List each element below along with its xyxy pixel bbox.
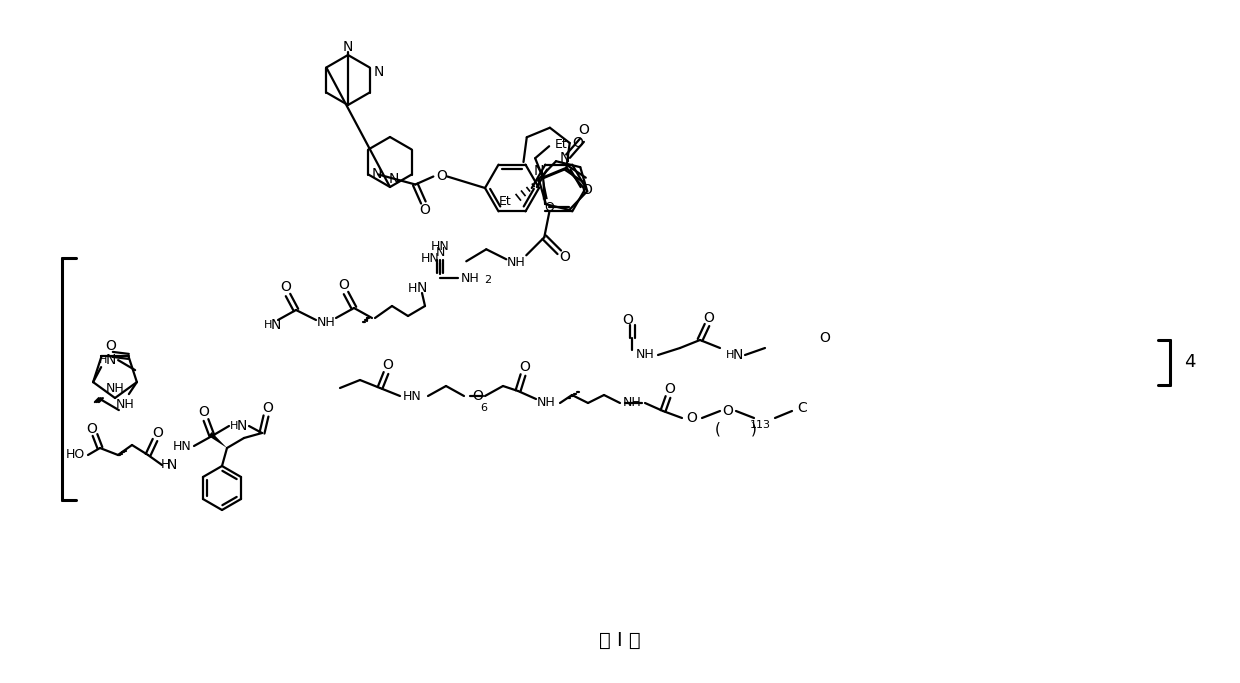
- Text: HN: HN: [430, 240, 449, 253]
- Text: N: N: [105, 353, 117, 367]
- Text: HN: HN: [172, 439, 191, 453]
- Text: O: O: [573, 136, 583, 150]
- Text: Et: Et: [498, 195, 512, 208]
- Text: N: N: [559, 151, 570, 165]
- Text: O: O: [105, 339, 117, 353]
- Text: H: H: [725, 350, 734, 360]
- Polygon shape: [208, 432, 227, 448]
- Text: N: N: [733, 348, 743, 362]
- Polygon shape: [543, 178, 548, 199]
- Text: O: O: [544, 201, 554, 214]
- Text: O: O: [383, 358, 393, 372]
- Text: N: N: [371, 167, 382, 182]
- Text: H: H: [407, 281, 417, 294]
- Text: H: H: [229, 421, 238, 431]
- Text: O: O: [339, 278, 350, 292]
- Text: N: N: [237, 419, 247, 433]
- Text: N: N: [167, 458, 177, 472]
- Text: O: O: [153, 426, 164, 440]
- Text: O: O: [579, 123, 589, 137]
- Text: Et: Et: [554, 138, 568, 151]
- Text: N: N: [342, 40, 353, 54]
- Text: N: N: [270, 318, 281, 332]
- Text: H: H: [99, 355, 108, 365]
- Text: 6: 6: [481, 403, 487, 413]
- Text: O: O: [665, 382, 676, 396]
- Text: O: O: [472, 389, 484, 403]
- Text: N: N: [417, 281, 428, 295]
- Text: O: O: [723, 404, 733, 418]
- Text: N: N: [435, 247, 445, 260]
- Text: O: O: [198, 405, 210, 419]
- Text: O: O: [263, 401, 274, 415]
- Text: H: H: [264, 320, 273, 330]
- Text: 4: 4: [1184, 353, 1195, 371]
- Text: NH: NH: [622, 397, 641, 410]
- Text: O: O: [687, 411, 697, 425]
- Text: ): ): [751, 421, 756, 436]
- Text: HN: HN: [420, 251, 439, 264]
- Text: O: O: [520, 360, 531, 374]
- Text: O: O: [436, 169, 446, 184]
- Text: N: N: [373, 65, 384, 79]
- Text: O: O: [582, 183, 591, 197]
- Text: O: O: [559, 250, 569, 264]
- Text: O: O: [703, 311, 714, 325]
- Text: 2: 2: [485, 275, 491, 285]
- Text: O: O: [622, 313, 634, 327]
- Text: N: N: [534, 164, 544, 178]
- Text: NH: NH: [115, 398, 134, 410]
- Text: （ Ⅰ ）: （ Ⅰ ）: [599, 630, 641, 650]
- Text: NH: NH: [460, 272, 480, 285]
- Text: NH: NH: [537, 397, 556, 410]
- Text: HN: HN: [403, 389, 422, 402]
- Text: NH: NH: [105, 382, 124, 395]
- Text: O: O: [820, 331, 831, 345]
- Text: H: H: [160, 458, 170, 471]
- Text: 113: 113: [749, 420, 770, 430]
- Text: C: C: [797, 401, 807, 415]
- Text: HO: HO: [66, 449, 84, 462]
- Text: O: O: [87, 422, 98, 436]
- Text: (: (: [715, 421, 720, 436]
- Text: N: N: [389, 172, 399, 186]
- Text: NH: NH: [507, 256, 526, 269]
- Text: O: O: [419, 204, 430, 217]
- Text: O: O: [280, 280, 291, 294]
- Text: NH: NH: [316, 316, 335, 329]
- Text: NH: NH: [636, 348, 655, 361]
